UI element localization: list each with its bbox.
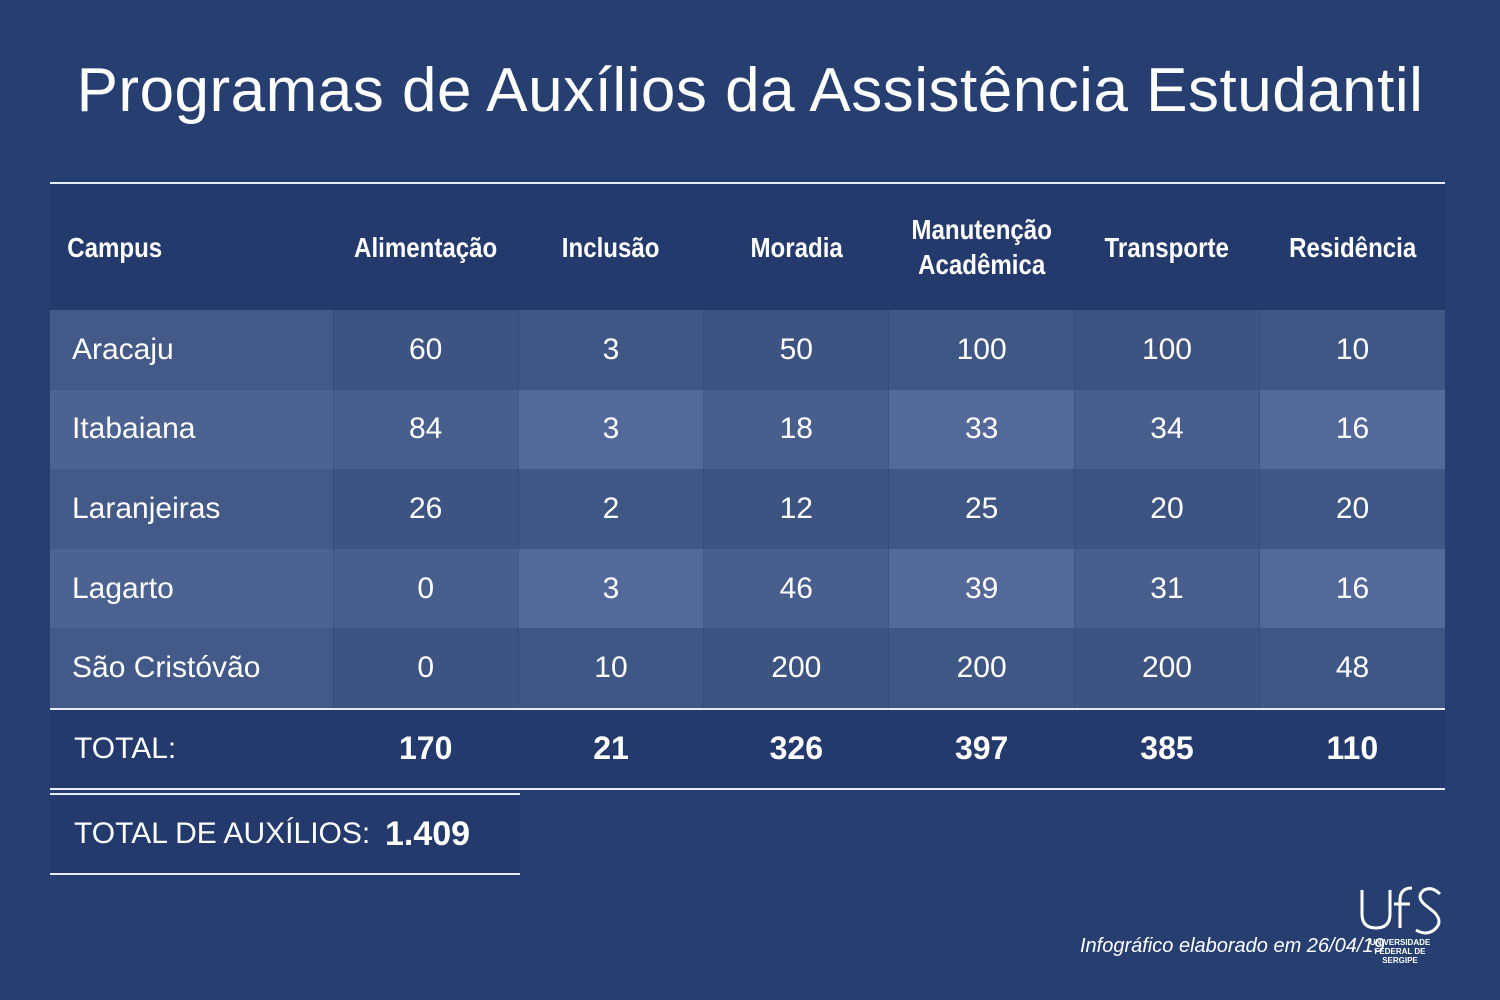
table-cell: 33 [888,389,1075,470]
table-cell: 12 [703,469,889,549]
total-value: 110 [1326,730,1379,767]
grand-total-box: TOTAL DE AUXÍLIOS: 1.409 [50,793,520,875]
footer-note: Infográfico elaborado em 26/04/19 [1080,935,1385,957]
total-value: 385 [1140,730,1194,767]
table-cell: 16 [1259,548,1445,629]
table-cell: 10 [1259,310,1445,390]
campus-name: Laranjeiras [50,469,333,549]
column-header: Inclusão [562,231,660,263]
table-cell: 20 [1259,469,1445,549]
table-cell: 0 [332,628,519,709]
total-row: TOTAL: 170 21 326 397 385 110 [50,708,1445,789]
column-header: Moradia [750,231,843,263]
logo-text-line: SERGIPE [1382,956,1418,965]
table-cell: 16 [1259,389,1445,470]
table-cell: 26 [332,469,519,549]
total-value: 326 [769,730,824,767]
aid-table-container: Campus Alimentação Inclusão Moradia Manutenç… [50,182,1445,790]
table-header: Campus Alimentação Inclusão Moradia Manutenç… [50,183,1445,310]
table-cell: 50 [703,310,889,390]
table-cell: 84 [332,389,519,470]
table-cell: 34 [1073,389,1260,470]
table-cell: 48 [1259,628,1445,709]
table-row: Itabaiana 84 3 18 33 34 16 [50,389,1445,470]
grand-total-label: TOTAL DE AUXÍLIOS: [74,817,371,850]
logo-text-line: UNIVERSIDADE [1369,938,1431,947]
table-body: Aracaju 60 3 50 100 100 10 Itabaiana 84 3 18 33 34 16… [50,310,1445,709]
table-cell: 200 [703,628,889,709]
table-row: Aracaju 60 3 50 100 100 10 [50,310,1445,390]
aid-table: Campus Alimentação Inclusão Moradia Manutenç… [50,182,1445,790]
table-cell: 46 [703,548,889,629]
table-cell: 18 [703,389,889,470]
campus-name: São Cristóvão [50,628,333,709]
campus-name: Aracaju [50,310,333,390]
table-row: São Cristóvão 0 10 200 200 200 48 [50,628,1445,709]
total-value: 397 [954,730,1009,767]
total-value: 170 [398,730,453,767]
table-cell: 60 [332,310,519,390]
column-header: Residência [1288,231,1416,263]
campus-name: Itabaiana [50,389,333,470]
logo-text-line: FEDERAL DE [1374,947,1426,956]
table-cell: 2 [517,469,704,549]
table-cell: 0 [332,548,519,629]
table-cell: 31 [1073,548,1260,629]
total-value: 21 [593,730,629,767]
total-label: TOTAL: [74,731,177,765]
table-cell: 100 [1073,310,1260,390]
table-cell: 200 [888,628,1075,709]
table-cell: 20 [1073,469,1260,549]
table-row: Laranjeiras 26 2 12 25 20 20 [50,469,1445,549]
table-cell: 10 [517,628,704,709]
table-footer: TOTAL: 170 21 326 397 385 110 [50,708,1445,789]
table-cell: 3 [517,310,704,390]
column-header: Alimentação [354,231,498,263]
column-header-campus: Campus [67,231,163,263]
column-header: Manutenção Acadêmica [911,214,1052,280]
logo-text: UNIVERSIDADE FEDERAL DE SERGIPE [1350,938,1450,965]
table-row: Lagarto 0 3 46 39 31 16 [50,548,1445,629]
table-cell: 100 [888,310,1075,390]
table-cell: 25 [888,469,1075,549]
table-cell: 200 [1073,628,1260,709]
campus-name: Lagarto [50,548,333,629]
table-cell: 3 [517,548,704,629]
grand-total-value: 1.409 [385,815,471,853]
column-header: Transporte [1104,231,1230,263]
ufs-logo-icon [1360,886,1442,935]
table-cell: 3 [517,389,704,470]
table-cell: 39 [888,548,1075,629]
header-row: Campus Alimentação Inclusão Moradia Manutenç… [50,183,1445,310]
page-title: Programas de Auxílios da Assistência Est… [76,56,1424,125]
